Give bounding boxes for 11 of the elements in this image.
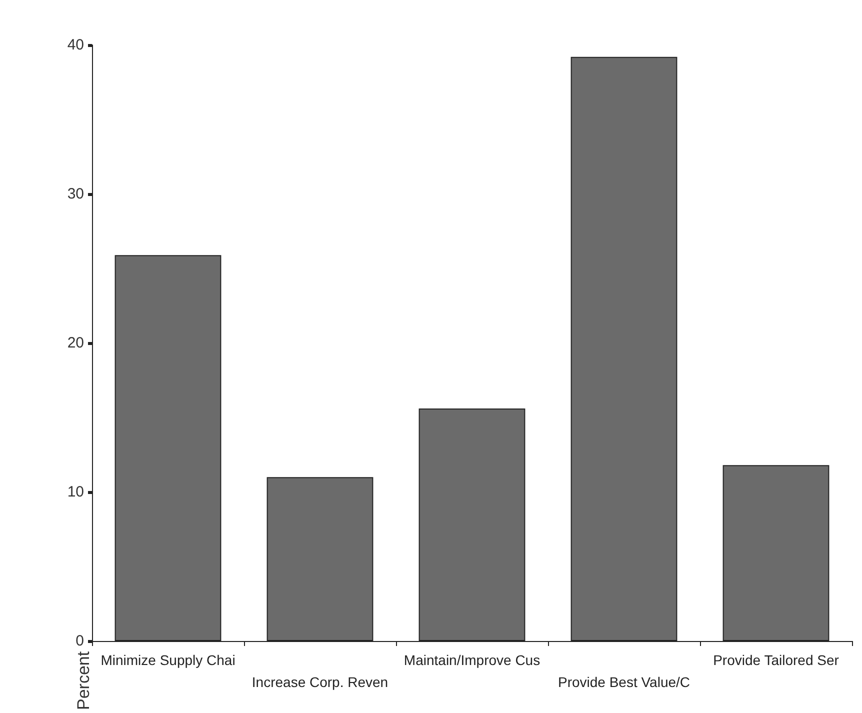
x-tick-label: Provide Tailored Ser <box>713 652 840 668</box>
y-tick-label: 40 <box>67 36 84 54</box>
y-tick-label: 10 <box>67 484 84 500</box>
x-tick-label: Provide Best Value/C <box>558 674 690 690</box>
y-tick-label: 0 <box>76 632 84 650</box>
y-axis-title: Percent <box>74 651 93 710</box>
x-tick-label: Minimize Supply Chai <box>100 652 236 668</box>
x-tick-label: Increase Corp. Reven <box>252 674 388 690</box>
y-tick-label: 30 <box>67 186 84 202</box>
x-tick-label: Maintain/Improve Cus <box>404 652 540 668</box>
y-tick-label: 20 <box>67 334 84 352</box>
